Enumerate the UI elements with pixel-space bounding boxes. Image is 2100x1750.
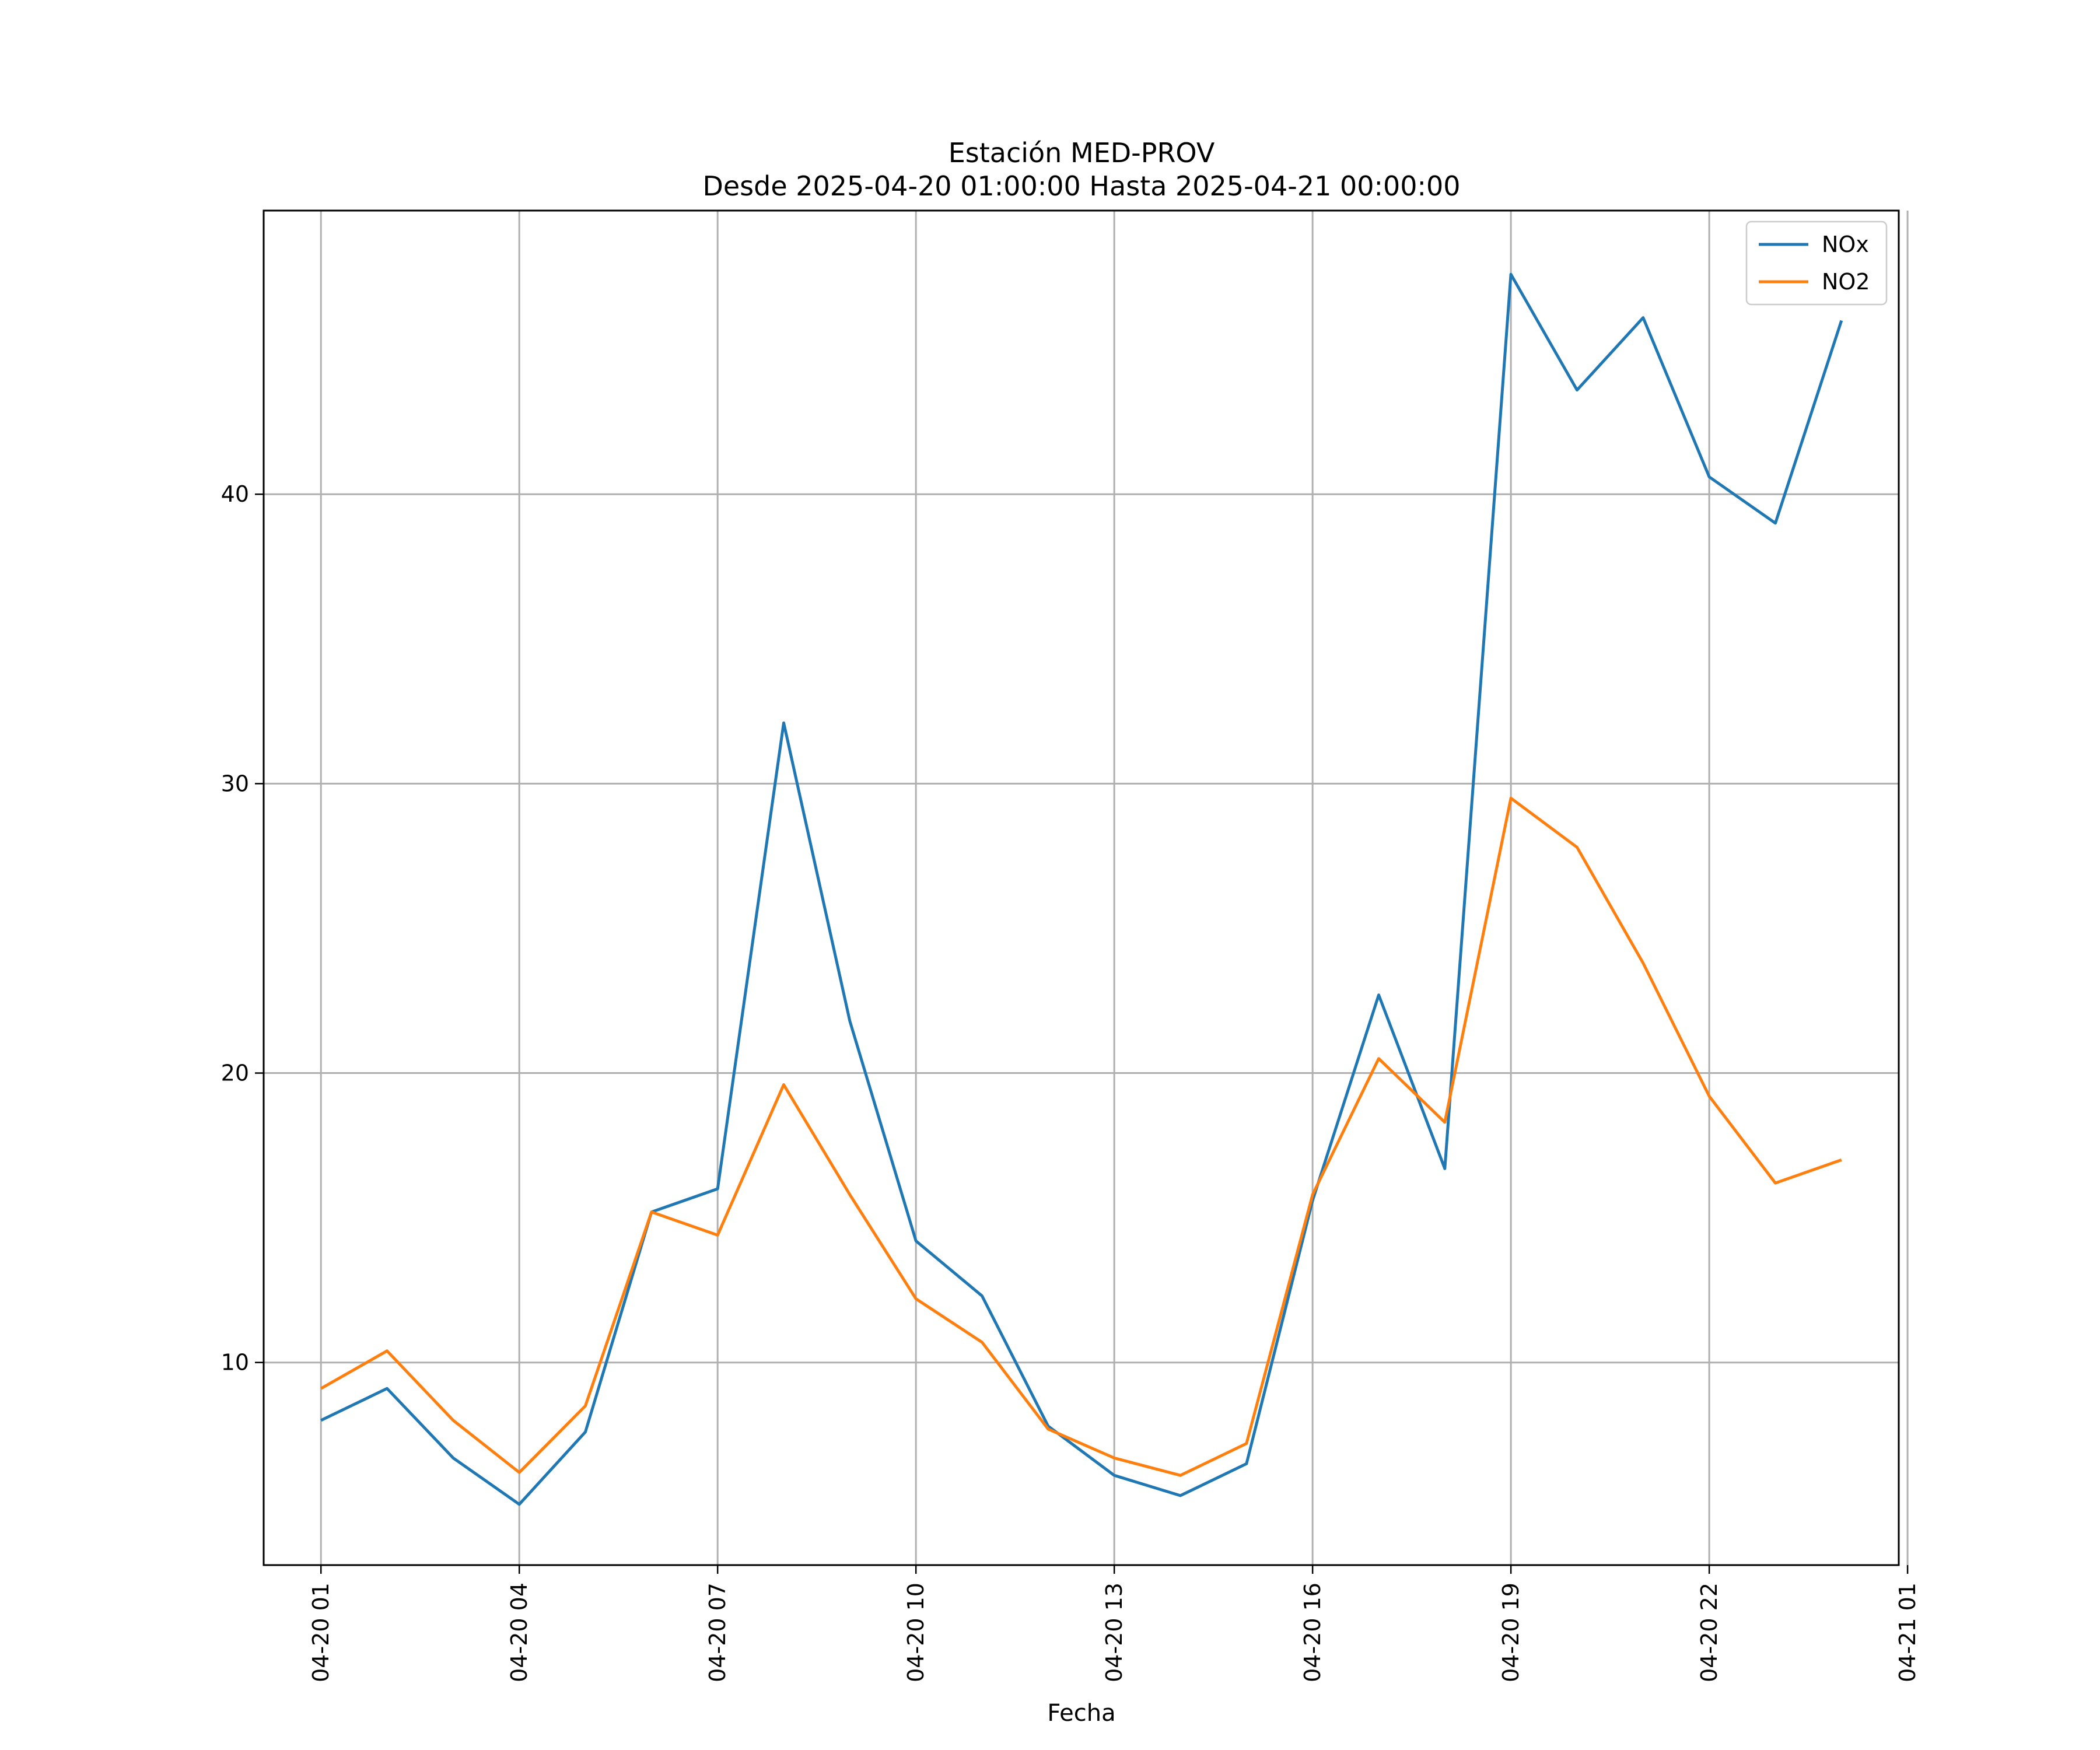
legend-label-nox: NOx xyxy=(1822,232,1869,257)
series-line-nox xyxy=(320,272,1843,1506)
chart-title: Estación MED-PROV xyxy=(949,137,1215,169)
x-tick-label: 04-20 07 xyxy=(705,1583,730,1682)
legend-box xyxy=(1745,220,1888,306)
legend-label-no2: NO2 xyxy=(1822,269,1870,295)
series-line-no2 xyxy=(320,796,1842,1477)
x-tick-label: 04-20 22 xyxy=(1696,1583,1722,1682)
x-tick-label: 04-20 01 xyxy=(308,1583,334,1682)
x-tick-label: 04-20 10 xyxy=(903,1583,929,1682)
x-tick-label: 04-20 16 xyxy=(1300,1583,1325,1682)
series-nox xyxy=(320,272,1843,1506)
series-lines xyxy=(320,272,1843,1506)
x-axis-label: Fecha xyxy=(1047,1700,1115,1727)
x-tick-label: 04-20 04 xyxy=(506,1583,532,1682)
y-tick-label: 40 xyxy=(221,481,249,507)
x-axis: 04-20 01 04-20 04 04-20 07 04-20 10 04-20 13… xyxy=(308,1565,1920,1682)
chart-subtitle: Desde 2025-04-20 01:00:00 Hasta 2025-04-… xyxy=(702,170,1460,202)
legend: NOx NO2 xyxy=(1745,220,1888,306)
y-tick-label: 20 xyxy=(221,1060,249,1086)
plot-frame xyxy=(262,209,1900,1566)
grid-lines xyxy=(264,211,1909,1565)
y-axis: 10 20 30 40 xyxy=(221,481,264,1376)
x-tick-label: 04-20 13 xyxy=(1101,1583,1127,1682)
plot-area xyxy=(262,209,1909,1566)
y-tick-label: 10 xyxy=(221,1350,249,1376)
x-tick-label: 04-20 19 xyxy=(1498,1583,1524,1682)
series-no2 xyxy=(320,796,1842,1477)
x-tick-label: 04-21 01 xyxy=(1895,1583,1920,1682)
y-tick-label: 30 xyxy=(221,771,249,796)
